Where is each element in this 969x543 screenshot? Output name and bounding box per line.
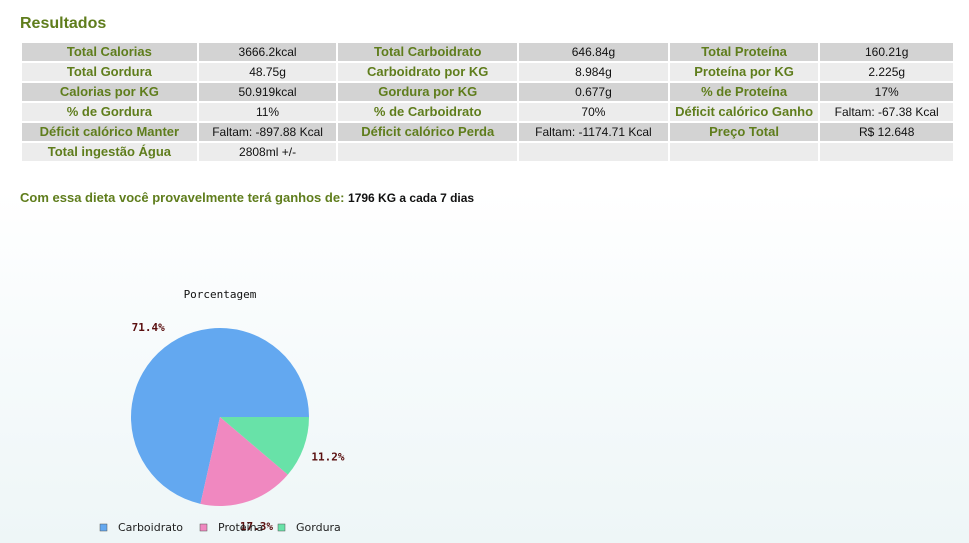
metric-label: Total Proteína	[669, 43, 819, 61]
metric-value: R$ 12.648	[820, 123, 953, 141]
legend-swatch	[277, 523, 286, 532]
table-row: Total Calorias 3666.2kcal Total Carboidrat…	[22, 43, 953, 61]
metric-value: 160.21g	[820, 43, 953, 61]
metric-value: 11%	[198, 103, 337, 121]
metric-label: Preço Total	[669, 123, 819, 141]
metric-label: Déficit calórico Manter	[22, 123, 197, 141]
metric-label: Calorias por KG	[22, 83, 197, 101]
metric-value: 70%	[519, 103, 668, 121]
metric-value: 3666.2kcal	[198, 43, 337, 61]
table-row: Total ingestão Água 2808ml +/-	[22, 143, 953, 161]
metric-label	[669, 143, 819, 161]
metric-value	[519, 143, 668, 161]
percentage-pie-chart: Porcentagem 71.4% 17.3% 11.2% Carboidrato P…	[99, 288, 345, 534]
results-table: Total Calorias 3666.2kcal Total Carboidrat…	[20, 41, 955, 163]
gains-summary: Com essa dieta você provavelmente terá g…	[20, 190, 474, 205]
table-row: Calorias por KG 50.919kcal Gordura por KG 0…	[22, 83, 953, 101]
metric-value: 50.919kcal	[198, 83, 337, 101]
pie-slice-carboidrato	[131, 327, 309, 504]
metric-value: Faltam: -897.88 Kcal	[198, 123, 337, 141]
metric-label: Carboidrato por KG	[338, 63, 518, 81]
metric-value: 17%	[820, 83, 953, 101]
table-row: Total Gordura 48.75g Carboidrato por KG 8.9…	[22, 63, 953, 81]
metric-value: 0.677g	[519, 83, 668, 101]
slice-percent-label: 71.4%	[132, 321, 165, 334]
legend-label: Carboidrato	[118, 521, 183, 534]
metric-label: Total Gordura	[22, 63, 197, 81]
metric-value: 2.225g	[820, 63, 953, 81]
metric-value: Faltam: -1174.71 Kcal	[519, 123, 668, 141]
metric-label: Total Carboidrato	[338, 43, 518, 61]
metric-label: % de Carboidrato	[338, 103, 518, 121]
metric-value: 2808ml +/-	[198, 143, 337, 161]
metric-label: Déficit calórico Ganho	[669, 103, 819, 121]
metric-label: Total ingestão Água	[22, 143, 197, 161]
metric-value: 8.984g	[519, 63, 668, 81]
metric-label: Déficit calórico Perda	[338, 123, 518, 141]
legend-swatch	[99, 523, 108, 532]
metric-label: Gordura por KG	[338, 83, 518, 101]
metric-value: Faltam: -67.38 Kcal	[820, 103, 953, 121]
chart-title: Porcentagem	[184, 288, 257, 301]
legend-swatch	[199, 523, 208, 532]
metric-label: % de Proteína	[669, 83, 819, 101]
legend-item-carboidrato: Carboidrato	[99, 521, 183, 534]
metric-label: Proteína por KG	[669, 63, 819, 81]
table-row: % de Gordura 11%% de Carboidrato 70% Défici…	[22, 103, 953, 121]
metric-label	[338, 143, 518, 161]
metric-label: Total Calorias	[22, 43, 197, 61]
metric-label: % de Gordura	[22, 103, 197, 121]
pie-slice-proteina	[200, 417, 288, 506]
metric-value: 646.84g	[519, 43, 668, 61]
pie-slice-gordura	[220, 417, 309, 475]
legend-item-gordura: Gordura	[277, 521, 341, 534]
slice-percent-label: 11.2%	[311, 451, 344, 464]
table-row: Déficit calórico Manter Faltam: -897.88 K…	[22, 123, 953, 141]
metric-value: 48.75g	[198, 63, 337, 81]
legend-label: Proteína	[218, 521, 263, 534]
legend-item-proteina: Proteína	[199, 521, 263, 534]
results-title: Resultados	[20, 15, 107, 32]
legend-label: Gordura	[296, 521, 341, 534]
gains-label: Com essa dieta você provavelmente terá g…	[20, 190, 345, 205]
metric-value	[820, 143, 953, 161]
gains-value: 1796 KG a cada 7 dias	[348, 191, 475, 205]
slice-percent-label: 17.3%	[240, 520, 273, 533]
